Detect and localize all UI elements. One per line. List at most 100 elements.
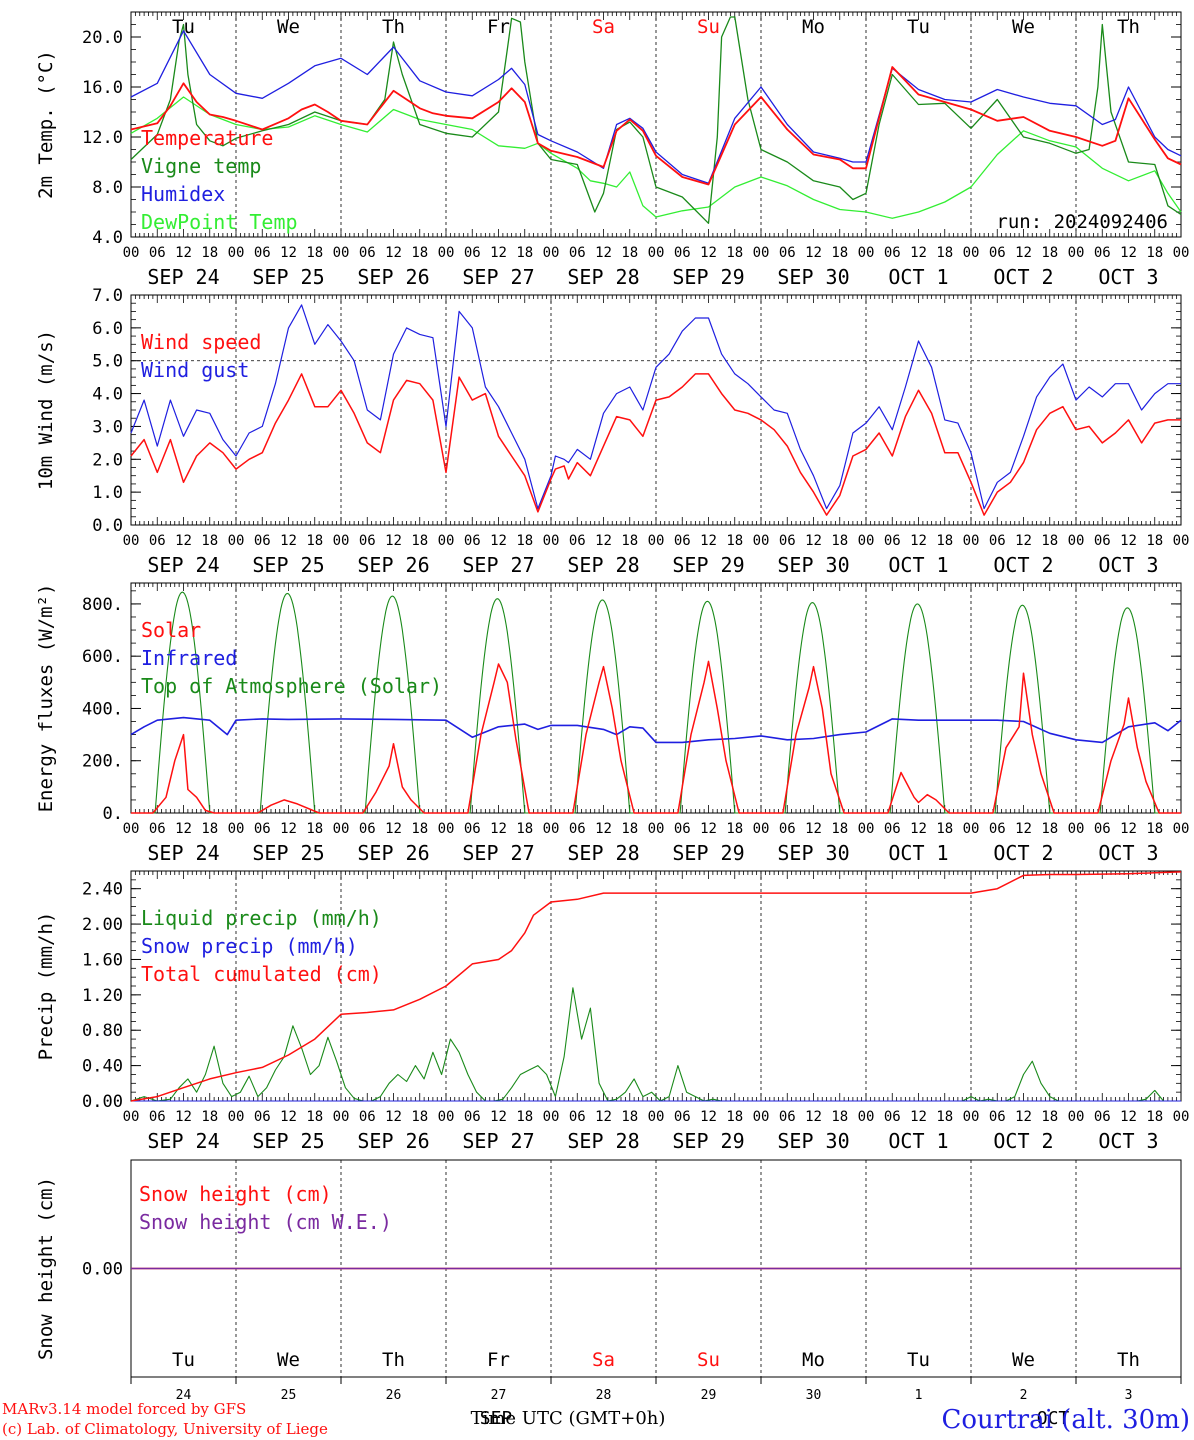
hour-tick-label: 00 xyxy=(1173,1109,1190,1125)
hour-tick-label: 12 xyxy=(490,533,507,549)
hour-tick-label: 18 xyxy=(201,533,218,549)
hour-tick-label: 12 xyxy=(700,533,717,549)
weekday-label: Fr xyxy=(487,1349,510,1371)
date-label: SEP 30 xyxy=(777,1129,849,1153)
hour-tick-label: 06 xyxy=(149,533,166,549)
y-tick-label: 1.0 xyxy=(92,483,123,503)
legend-entry: Infrared xyxy=(141,646,237,670)
day-number: 2 xyxy=(1020,1388,1028,1403)
date-label: SEP 29 xyxy=(672,1129,744,1153)
y-tick-label: 7.0 xyxy=(92,286,123,306)
weekday-label: Sa xyxy=(592,16,615,38)
hour-tick-label: 06 xyxy=(1094,821,1111,837)
time-axis-title: Time UTC (GMT+0h) xyxy=(471,1408,666,1429)
date-label: OCT 2 xyxy=(993,553,1053,577)
hour-tick-label: 12 xyxy=(595,1109,612,1125)
hour-tick-label: 06 xyxy=(359,245,376,261)
weekday-label: Tu xyxy=(907,1349,930,1371)
hour-tick-label: 18 xyxy=(1146,533,1163,549)
hour-tick-label: 06 xyxy=(674,1109,691,1125)
hour-tick-label: 18 xyxy=(726,245,743,261)
legend-entry: Vigne temp xyxy=(141,154,261,178)
date-label: SEP 26 xyxy=(357,1129,429,1153)
hour-tick-label: 00 xyxy=(963,1109,980,1125)
hour-tick-label: 12 xyxy=(700,821,717,837)
hour-tick-label: 00 xyxy=(228,821,245,837)
panel-5: 0.00 Snow height (cm) Snow height (cm) Snow… xyxy=(35,1159,1182,1429)
hour-tick-label: 12 xyxy=(385,245,402,261)
hour-tick-label: 00 xyxy=(648,1109,665,1125)
date-label: SEP 28 xyxy=(567,265,639,289)
hour-tick-label: 06 xyxy=(569,821,586,837)
series-line-wind-gust xyxy=(130,304,1181,510)
weekday-label: Mo xyxy=(802,1349,825,1371)
day-number: 30 xyxy=(806,1388,822,1403)
hour-tick-label: 00 xyxy=(648,821,665,837)
hour-tick-label: 00 xyxy=(858,821,875,837)
panel-4: 00 06 12 18 00 06 12 18 00 06 12 18 00 06 12 18 00 06 12 18… xyxy=(35,870,1190,1153)
hour-tick-label: 18 xyxy=(936,1109,953,1125)
date-label: SEP 27 xyxy=(462,553,534,577)
y-tick-label: 400. xyxy=(82,699,123,719)
date-label: SEP 27 xyxy=(462,841,534,865)
date-label: OCT 1 xyxy=(888,841,948,865)
hour-tick-label: 06 xyxy=(464,533,481,549)
y-tick-label: 0.00 xyxy=(82,1260,123,1280)
hour-tick-label: 18 xyxy=(621,1109,638,1125)
hour-tick-label: 00 xyxy=(333,821,350,837)
hour-tick-label: 06 xyxy=(149,1109,166,1125)
hour-tick-label: 18 xyxy=(831,245,848,261)
date-label: SEP 25 xyxy=(252,841,324,865)
date-label: SEP 26 xyxy=(357,265,429,289)
legend-entry: Snow precip (mm/h) xyxy=(141,934,358,958)
weekday-label: We xyxy=(277,1349,300,1371)
hour-tick-label: 06 xyxy=(254,533,271,549)
hour-tick-label: 00 xyxy=(123,821,140,837)
hour-tick-label: 00 xyxy=(438,1109,455,1125)
month-label: SEP xyxy=(480,1408,513,1429)
date-label: OCT 1 xyxy=(888,553,948,577)
date-label: OCT 1 xyxy=(888,265,948,289)
hour-tick-label: 12 xyxy=(910,821,927,837)
hour-tick-label: 18 xyxy=(306,245,323,261)
day-number: 27 xyxy=(491,1388,507,1403)
hour-tick-label: 12 xyxy=(910,533,927,549)
hour-tick-label: 06 xyxy=(464,821,481,837)
date-label: OCT 3 xyxy=(1098,265,1158,289)
hour-tick-label: 00 xyxy=(753,245,770,261)
hour-tick-label: 18 xyxy=(1146,245,1163,261)
day-number: 24 xyxy=(176,1388,192,1403)
day-number: 25 xyxy=(281,1388,297,1403)
hour-tick-label: 18 xyxy=(411,821,428,837)
hour-tick-label: 00 xyxy=(1173,533,1190,549)
hour-tick-label: 12 xyxy=(805,245,822,261)
hour-tick-label: 18 xyxy=(306,821,323,837)
hour-tick-label: 00 xyxy=(1173,245,1190,261)
y-tick-label: 20.0 xyxy=(82,28,123,48)
y-tick-label: 0.40 xyxy=(82,1057,123,1077)
hour-tick-label: 00 xyxy=(1068,533,1085,549)
date-label: SEP 30 xyxy=(777,265,849,289)
y-tick-label: 8.0 xyxy=(92,178,123,198)
hour-tick-label: 18 xyxy=(936,533,953,549)
hour-tick-label: 06 xyxy=(989,821,1006,837)
hour-tick-label: 00 xyxy=(963,821,980,837)
hour-tick-label: 00 xyxy=(438,245,455,261)
hour-tick-label: 00 xyxy=(123,533,140,549)
hour-tick-label: 12 xyxy=(1120,533,1137,549)
hour-tick-label: 18 xyxy=(306,533,323,549)
hour-tick-label: 06 xyxy=(464,1109,481,1125)
legend-entry: Top of Atmosphere (Solar) xyxy=(141,674,442,698)
hour-tick-label: 12 xyxy=(385,533,402,549)
date-label: SEP 28 xyxy=(567,841,639,865)
date-label: SEP 25 xyxy=(252,1129,324,1153)
credit-line: (c) Lab. of Climatology, University of L… xyxy=(2,1420,328,1438)
y-tick-label: 5.0 xyxy=(92,352,123,372)
date-label: SEP 28 xyxy=(567,1129,639,1153)
date-label: SEP 30 xyxy=(777,841,849,865)
hour-tick-label: 12 xyxy=(595,245,612,261)
date-label: SEP 24 xyxy=(147,1129,219,1153)
hour-tick-label: 00 xyxy=(648,533,665,549)
y-tick-label: 1.20 xyxy=(82,986,123,1006)
